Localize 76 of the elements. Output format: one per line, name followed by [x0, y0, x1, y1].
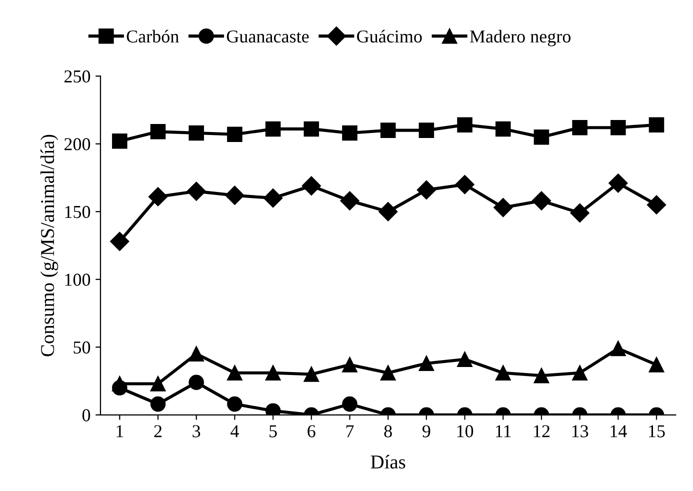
point [610, 340, 626, 356]
point [495, 121, 511, 137]
point [342, 396, 358, 412]
point [304, 366, 320, 382]
x-tick-label: 3 [192, 425, 200, 438]
y-tick-label: 0 [82, 409, 90, 422]
point [608, 174, 628, 193]
point [648, 357, 664, 372]
point [418, 122, 434, 138]
point [418, 356, 434, 372]
point [150, 124, 166, 140]
x-tick-label: 10 [457, 425, 474, 438]
point [304, 121, 320, 137]
y-axis-title: Consumo (g/MS/animal/día) [40, 134, 58, 356]
x-tick-label: 4 [230, 425, 239, 438]
point [302, 176, 321, 196]
point [112, 134, 128, 149]
point [380, 122, 396, 138]
point [610, 120, 626, 136]
point [532, 191, 551, 210]
point [570, 203, 590, 223]
x-tick-label: 8 [384, 425, 392, 438]
y-tick-label: 100 [65, 274, 90, 286]
point [342, 357, 358, 372]
point [416, 180, 436, 200]
point [150, 376, 166, 392]
point [227, 365, 242, 381]
y-tick-label: 50 [74, 341, 90, 354]
point [112, 380, 128, 396]
point [534, 129, 550, 145]
point [380, 365, 396, 381]
x-tick-label: 5 [270, 425, 277, 438]
point [188, 125, 204, 141]
x-axis-title: Días [370, 454, 406, 469]
point [227, 396, 242, 412]
point [342, 125, 358, 141]
legend-label: Carbón [126, 30, 179, 43]
x-tick-label: 12 [534, 425, 550, 438]
point [110, 232, 130, 251]
point [225, 186, 244, 205]
x-tick-label: 9 [422, 425, 430, 438]
point [378, 202, 398, 222]
point [572, 120, 588, 136]
x-tick-label: 6 [308, 425, 316, 438]
point [265, 365, 281, 381]
point [188, 346, 204, 362]
x-tick-label: 1 [116, 425, 124, 438]
point [534, 368, 550, 384]
legend-label: Guanacaste [226, 30, 309, 43]
x-tick-label: 2 [154, 425, 162, 438]
point [455, 174, 474, 194]
y-tick-label: 250 [64, 70, 90, 83]
x-tick-label: 14 [610, 425, 627, 438]
y-tick-label: 200 [64, 138, 90, 150]
x-tick-label: 11 [496, 425, 511, 438]
point [188, 374, 204, 390]
point [148, 187, 168, 206]
x-tick-label: 15 [649, 425, 665, 438]
point [265, 121, 281, 137]
point [227, 126, 242, 142]
point [264, 188, 283, 208]
x-tick-label: 13 [572, 425, 588, 438]
y-tick-label: 150 [65, 206, 90, 218]
point [340, 191, 360, 210]
point [648, 117, 664, 133]
point [150, 396, 166, 412]
point [572, 365, 588, 381]
point [457, 117, 472, 133]
point [646, 195, 666, 214]
x-tick-label: 7 [346, 425, 354, 438]
point [495, 365, 511, 381]
point [494, 198, 513, 218]
legend-label: Madero negro [470, 30, 571, 46]
legend-label: Guácimo [357, 30, 422, 43]
point [186, 182, 206, 201]
point [457, 352, 472, 367]
